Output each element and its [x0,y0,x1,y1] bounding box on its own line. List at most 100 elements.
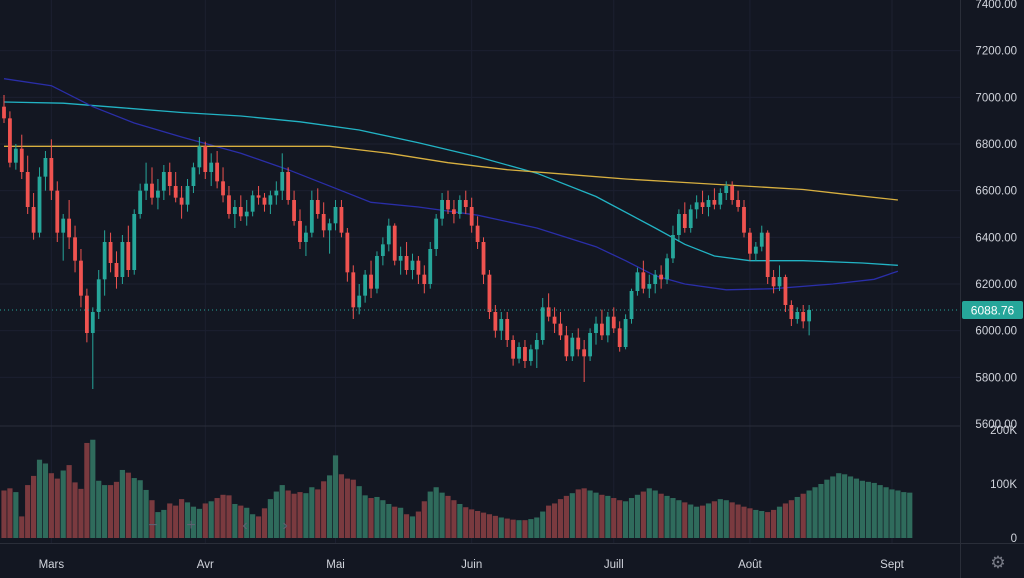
candlestick [19,134,24,179]
volume-bar [362,495,368,538]
candle-body [783,277,788,305]
candlestick [339,200,344,238]
candle-body [795,312,800,319]
candle-body [771,277,776,287]
scroll-right-button[interactable]: › [272,515,298,537]
volume-bar [398,507,404,538]
volume-bar [510,519,516,538]
volume-bar [179,499,185,538]
price-axis[interactable]: 7400.00 7200.00 7000.00 6800.00 6600.00 6400.… [975,0,1017,431]
gear-icon[interactable]: ⚙ [990,553,1006,572]
candle-body [37,176,42,233]
volume-bar [800,493,806,538]
volume-bar [806,490,812,538]
candle-body [386,225,391,245]
volume-bar [646,488,652,538]
volume-bar [96,480,102,538]
volume-bar [901,492,907,538]
candle-body [511,340,516,359]
candle-body [274,190,279,196]
volume-bar [161,509,167,538]
candle-body [493,312,498,331]
candlestick [647,274,652,298]
volume-bar [255,516,262,538]
volume-bar [214,498,220,538]
candlestick [256,186,261,205]
candle-body [446,200,450,210]
volume-bar [735,504,741,538]
time-tick-label: Mai [326,559,345,571]
time-axis[interactable]: Mars Avr Mai Juin Juill Août Sept [39,559,905,571]
volume-bar [238,505,244,538]
candle-body [552,316,557,324]
volume-bar [865,481,871,538]
price-tick-label: 5800.00 [975,372,1017,384]
candlestick [457,195,462,219]
volume-bar [475,511,481,538]
candle-body [280,172,285,191]
candle-body [138,190,143,214]
volume-bar [575,489,581,538]
candlestick [102,230,107,296]
candlestick [262,193,267,212]
volume-bar [54,478,60,538]
candle-body [629,291,634,319]
volume-bar [392,506,398,538]
volume-bar [90,439,96,538]
candlestick [185,179,190,212]
volume-bar [853,478,860,538]
candle-body [765,232,770,277]
candle-body [588,333,592,357]
candlestick [641,260,646,294]
candle-body [13,148,18,163]
candle-body [262,197,267,205]
candle-body [748,232,752,254]
candle-body [197,146,202,168]
zoom-in-button[interactable]: + [178,515,204,537]
volume-bar [830,476,836,538]
last-price-marker: 6088.76 [0,300,1023,319]
candle-body [31,207,36,233]
candlestick [629,288,634,324]
volume-bar [676,500,682,538]
candlestick [528,344,533,366]
volume-bar [705,503,712,538]
candle-body [2,106,6,119]
volume-bar [427,491,433,538]
candlestick [167,162,172,196]
volume-bar [889,489,895,538]
candle-body [428,249,433,284]
candlestick [404,242,409,275]
candlestick [43,151,48,191]
candle-body [582,349,587,357]
volume-bar [403,514,410,538]
volume-bar [729,502,735,538]
candlestick [227,186,231,219]
volume-bar [1,490,7,538]
candlestick [363,270,368,303]
volume-bar [711,501,717,538]
candle-body [434,218,439,249]
candle-body [203,146,208,172]
candlestick [665,253,669,284]
candlestick [783,274,788,312]
candle-body [79,260,83,296]
candlestick [286,167,291,205]
volume-axis[interactable]: 200K 100K 0 [990,425,1017,545]
candlestick [203,141,208,179]
volume-bar [250,514,256,538]
scroll-left-button[interactable]: ‹ [232,515,258,537]
volume-bar [782,503,789,538]
candlestick [469,197,474,233]
candle-body [43,158,48,177]
price-tick-label: 6800.00 [975,139,1017,151]
volume-bar [338,474,345,538]
candle-body [209,162,214,172]
candlestick [321,202,326,238]
volume-bar [48,473,54,538]
zoom-out-button[interactable]: − [140,515,166,537]
volume-bar [445,495,451,538]
candlestick [179,186,184,219]
volume-bar [66,465,72,538]
